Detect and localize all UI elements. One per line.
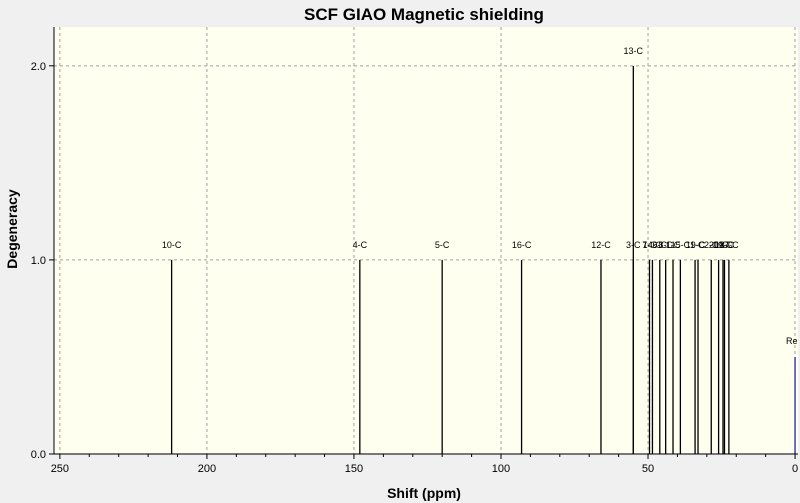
peak-label: 1-C — [666, 240, 681, 250]
peak-label: 2-C — [704, 240, 719, 250]
chart-title: SCF GIAO Magnetic shielding — [304, 5, 544, 24]
peak-label: 8-C — [658, 240, 673, 250]
peak-label: 3-C — [626, 240, 641, 250]
y-tick-label: 0.0 — [31, 449, 46, 461]
peaks — [170, 65, 796, 454]
x-tick-label: 50 — [642, 463, 654, 475]
peak-label: 20-C — [709, 240, 729, 250]
x-tick-label: 150 — [345, 463, 363, 475]
peak-label: 9-C — [691, 240, 706, 250]
peak-label: 16-C — [512, 240, 532, 250]
peak-label: 5-C — [435, 240, 450, 250]
peak-label: 17-C — [719, 240, 739, 250]
peak-label: 7-C — [642, 240, 657, 250]
peak-label: 15-C — [671, 240, 691, 250]
plot-area[interactable] — [54, 27, 798, 453]
peak-label: 18-C — [715, 240, 735, 250]
x-tick-label: 0 — [792, 463, 798, 475]
axis-ticks: 250 200 150 100 50 0 0.0 1.0 2.0 — [31, 61, 798, 475]
x-axis-title: Shift (ppm) — [387, 485, 461, 501]
y-axis-title: Degeneracy — [4, 189, 20, 269]
peak-label: 13-C — [624, 46, 644, 56]
peak-label: 11-C — [686, 240, 705, 250]
x-tick-label: 100 — [492, 463, 510, 475]
peak-label: 6-C — [653, 240, 668, 250]
peak-label: 12-C — [591, 240, 611, 250]
peak-label: 14-C — [643, 240, 663, 250]
peak-label: 19-C — [713, 240, 733, 250]
x-tick-label: 250 — [51, 463, 69, 475]
y-tick-label: 1.0 — [31, 255, 46, 267]
reference-label: Re — [786, 336, 798, 346]
peak-label: 10-C — [162, 240, 182, 250]
x-tick-label: 200 — [198, 463, 216, 475]
y-tick-label: 2.0 — [31, 61, 46, 73]
peak-labels: 10-C 4-C 5-C 16-C 12-C 13-C 3-C 7-C14-C6-C8-C1-… — [162, 46, 798, 346]
peak-label: 4-C — [353, 240, 368, 250]
